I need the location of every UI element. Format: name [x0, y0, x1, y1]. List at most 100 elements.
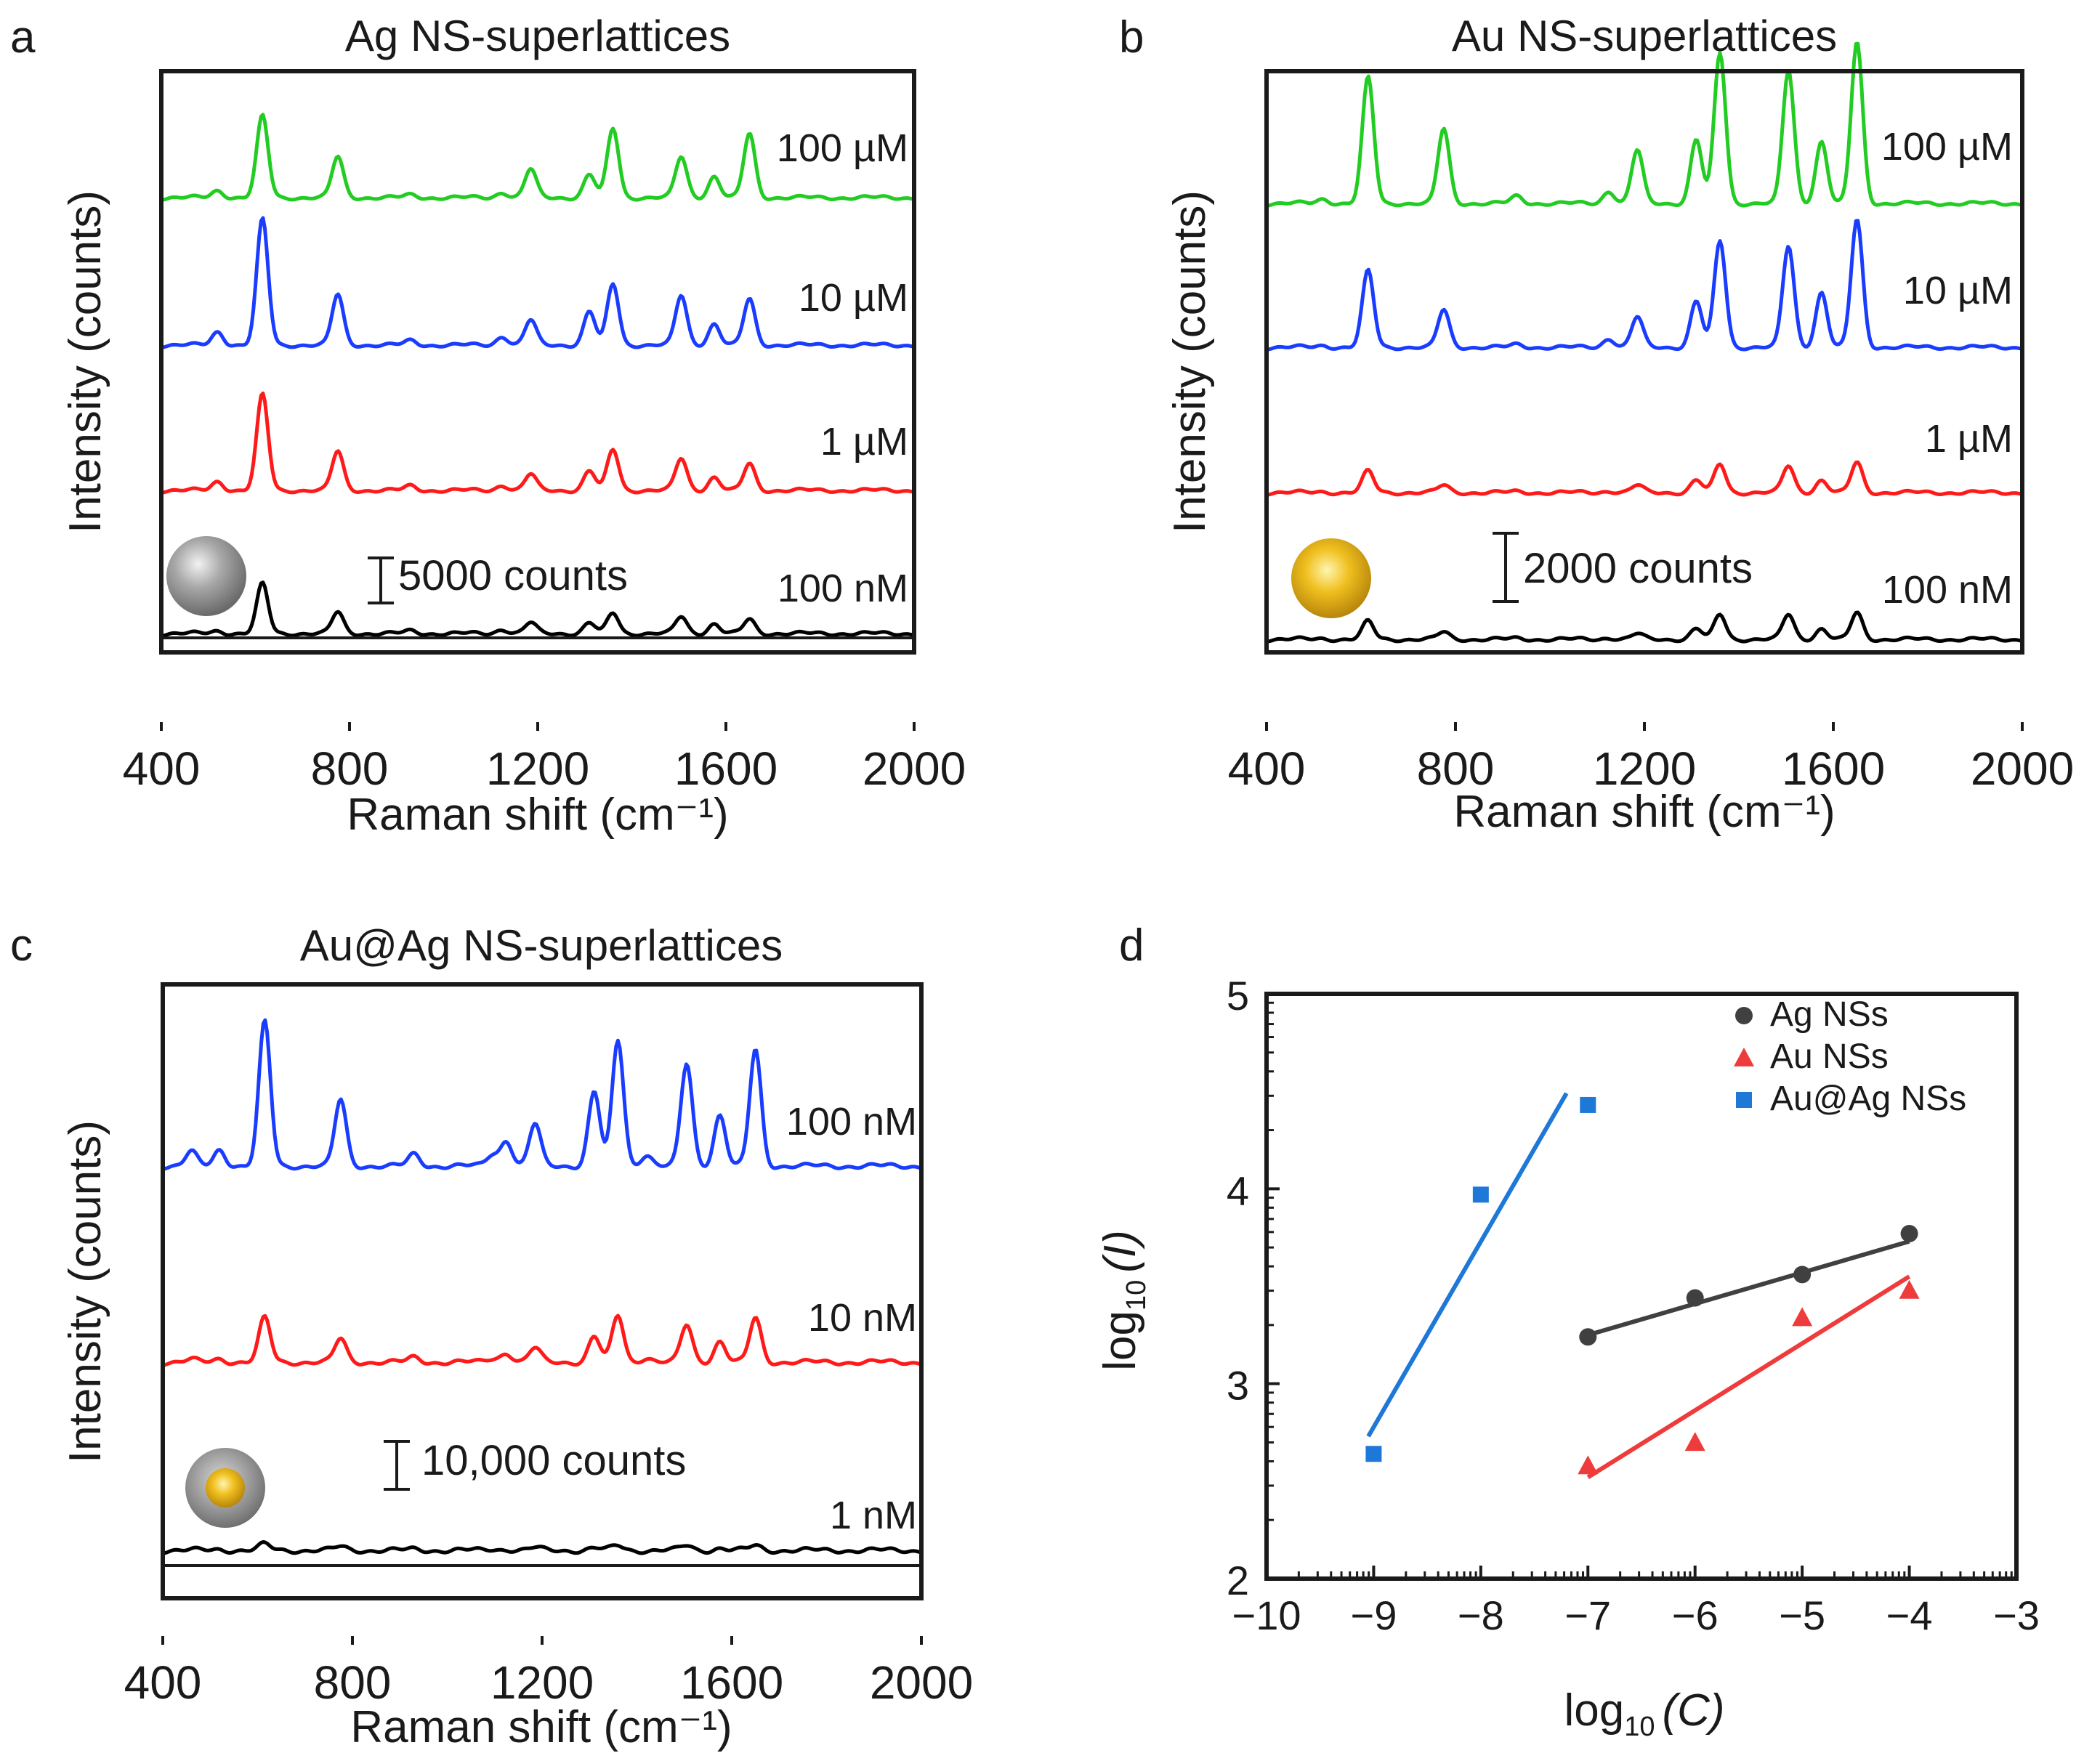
data-point-ag-nss — [1579, 1328, 1597, 1346]
data-point-au-ag-nss — [1472, 1186, 1489, 1203]
panel-b-x-ticks: 400 800 1200 1600 2000 — [1228, 722, 2074, 795]
panel-b-spectrum-line — [1266, 41, 2023, 208]
panel-c-label-10nM: 10 nM — [808, 1296, 917, 1340]
panel-a-x-axis-label: Raman shift (cm⁻¹) — [347, 790, 728, 840]
panel-a-spectrum-line — [161, 391, 915, 495]
panel-d-y-tick-label: 4 — [1227, 1167, 1249, 1213]
panel-b-x-tick-label: 800 — [1417, 742, 1495, 795]
panel-d-data-points — [1365, 1096, 1920, 1475]
panel-a-x-tick-label: 1200 — [486, 742, 589, 795]
legend-label-au-ag-nss: Au@Ag NSs — [1770, 1080, 1966, 1118]
panel-a-scale-bar — [368, 556, 394, 604]
panel-b-x-tick-label: 2000 — [1971, 742, 2074, 795]
panel-b: b Au NS-superlattices 400 800 1200 1600 2000… — [1119, 12, 2074, 837]
panel-c-x-tick-label: 1600 — [680, 1656, 783, 1709]
panel-d-x-tick-label: −8 — [1458, 1592, 1504, 1638]
legend-marker-ag-nss — [1735, 1007, 1753, 1024]
panel-d-y-tick-label: 5 — [1227, 973, 1249, 1019]
data-point-au-ag-nss — [1580, 1096, 1596, 1113]
panel-a-x-tick-label: 800 — [311, 742, 389, 795]
panel-d-x-axis-label-prefix: log — [1564, 1685, 1624, 1736]
panel-b-x-tick-label: 400 — [1228, 742, 1306, 795]
panel-b-y-axis-label: Intensity (counts) — [1165, 190, 1215, 533]
panel-c-spectrum-line — [162, 1018, 922, 1171]
panel-a-plot-frame — [159, 69, 916, 655]
panel-c-label-100nM: 100 nM — [786, 1100, 917, 1143]
fit-line-au-ag-nss — [1366, 1092, 1569, 1438]
panel-d-x-tick-label: −9 — [1350, 1592, 1397, 1638]
panel-b-label-100uM: 100 µM — [1881, 125, 2013, 169]
panel-d-x-tick-label: −6 — [1672, 1592, 1719, 1638]
panel-b-x-axis-label: Raman shift (cm⁻¹) — [1453, 787, 1835, 837]
panel-d-y-tick-label: 3 — [1227, 1363, 1249, 1409]
panel-c: c Au@Ag NS-superlattices 400 800 1200 1600 2… — [10, 920, 973, 1752]
data-point-au-ag-nss — [1365, 1446, 1382, 1462]
panel-b-scale-bar — [1493, 532, 1519, 603]
panel-d-y-tick-label: 2 — [1227, 1558, 1249, 1603]
panel-d-x-tick-label: −10 — [1232, 1592, 1301, 1638]
panel-a-x-tick-label: 2000 — [863, 742, 966, 795]
panel-d-fit-lines — [1366, 1092, 1911, 1480]
panel-b-x-tick-label: 1200 — [1593, 742, 1696, 795]
fit-line-ag-nss — [1587, 1239, 1910, 1337]
panel-c-x-tick-label: 1200 — [490, 1656, 594, 1709]
panel-a-scale-bar-label: 5000 counts — [398, 552, 628, 599]
panel-a-label-100nM: 100 nM — [778, 567, 908, 610]
legend-label-au-nss: Au NSs — [1770, 1037, 1889, 1076]
panel-b-label-1uM: 1 µM — [1925, 417, 2013, 461]
panel-a-x-tick-label: 400 — [123, 742, 201, 795]
panel-d-x-tick-label: −5 — [1779, 1592, 1825, 1638]
panel-d-x-axis-label-variable: (C) — [1662, 1685, 1724, 1736]
panel-a-spectrum-line — [161, 580, 915, 638]
panel-a-title: Ag NS-superlattices — [345, 12, 730, 60]
panel-a-spectrum-line — [161, 113, 915, 202]
panel-letter-a: a — [10, 12, 36, 62]
panel-c-label-1nM: 1 nM — [830, 1494, 917, 1537]
panel-d-y-axis-label: log10 (I) — [1095, 1230, 1152, 1371]
silver-nanosphere-icon — [166, 536, 246, 616]
panel-a-label-100uM: 100 µM — [777, 126, 908, 170]
panel-c-plot-frame — [161, 982, 924, 1600]
data-point-au-nss — [1792, 1307, 1813, 1327]
panel-d-plot-frame — [1264, 992, 2019, 1581]
panel-a-x-ticks: 400 800 1200 1600 2000 — [123, 722, 966, 795]
panel-a-label-10uM: 10 µM — [799, 276, 908, 320]
panel-c-spectra — [162, 1018, 922, 1555]
data-point-ag-nss — [1793, 1266, 1812, 1284]
data-point-au-nss — [1684, 1432, 1705, 1452]
panel-c-x-tick-label: 800 — [314, 1656, 392, 1709]
panel-letter-c: c — [10, 920, 33, 971]
panel-b-spectrum-line — [1266, 610, 2023, 644]
panel-c-x-tick-label: 400 — [124, 1656, 202, 1709]
panel-b-scale-bar-label: 2000 counts — [1523, 545, 1753, 592]
data-point-ag-nss — [1686, 1289, 1704, 1307]
panel-d-x-axis-label-subscript: 10 — [1624, 1712, 1655, 1742]
fit-line-au-nss — [1586, 1274, 1911, 1480]
panel-c-spectrum-line — [162, 1313, 922, 1367]
panel-a-spectra — [161, 113, 915, 638]
panel-c-x-axis-label: Raman shift (cm⁻¹) — [350, 1702, 732, 1752]
panel-letter-d: d — [1119, 920, 1144, 971]
panel-d-y-axis-label-subscript: 10 — [1121, 1280, 1152, 1311]
legend-marker-au-ag-nss — [1736, 1092, 1752, 1108]
panel-a: a Ag NS-superlattices 400 800 1200 1600 2000… — [10, 12, 966, 840]
panel-d-x-axis-label: log10 (C) — [1564, 1685, 1724, 1742]
panel-a-spectrum-line — [161, 216, 915, 349]
legend-label-ag-nss: Ag NSs — [1770, 995, 1889, 1034]
panel-a-y-axis-label: Intensity (counts) — [60, 190, 110, 533]
panel-d-x-tick-label: −4 — [1886, 1592, 1933, 1638]
panel-b-label-100nM: 100 nM — [1882, 568, 2013, 612]
data-point-au-nss — [1899, 1279, 1920, 1299]
panel-c-spectrum-line — [162, 1540, 922, 1555]
panel-b-title: Au NS-superlattices — [1452, 12, 1837, 60]
panel-c-title: Au@Ag NS-superlattices — [300, 921, 783, 970]
panel-d-x-tick-label: −3 — [1993, 1592, 2040, 1638]
panel-b-spectrum-line — [1266, 219, 2023, 352]
panel-d-y-axis-label-prefix: log — [1095, 1311, 1145, 1371]
legend-marker-au-nss — [1734, 1048, 1754, 1066]
panel-d-x-tick-label: −7 — [1564, 1592, 1611, 1638]
panel-c-y-axis-label: Intensity (counts) — [60, 1120, 110, 1463]
